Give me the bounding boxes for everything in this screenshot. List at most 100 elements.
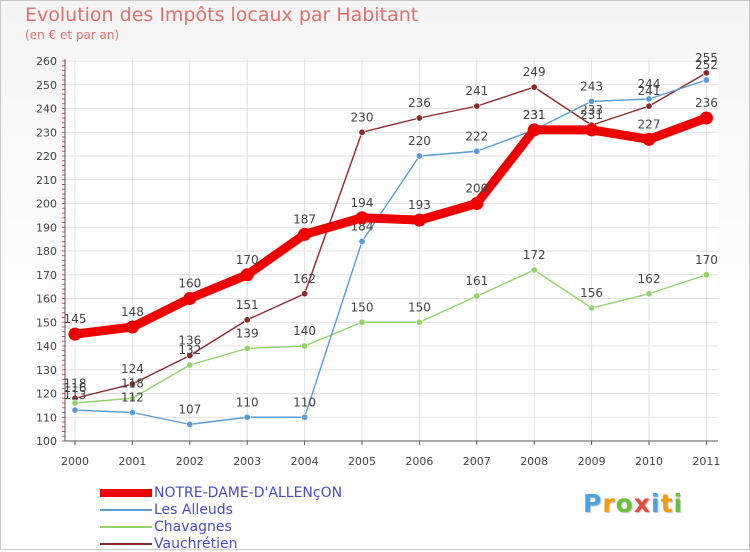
x-tick-label: 2002 xyxy=(176,455,204,468)
data-label: 140 xyxy=(293,324,316,338)
data-label: 193 xyxy=(408,198,431,212)
y-tick-label: 170 xyxy=(36,269,57,282)
data-point xyxy=(301,290,309,298)
data-label: 244 xyxy=(638,77,661,91)
chart-subtitle: (en € et par an) xyxy=(25,28,120,42)
series-line xyxy=(74,79,708,426)
y-tick-label: 210 xyxy=(36,174,57,187)
legend-label: Vauchrétien xyxy=(154,535,238,552)
data-point xyxy=(415,114,423,122)
data-point xyxy=(585,123,599,137)
data-label: 162 xyxy=(638,272,661,286)
data-label: 233 xyxy=(580,103,603,117)
data-label: 148 xyxy=(121,305,144,319)
legend: NOTRE-DAME-D'ALLENçON Les Alleuds Chavagne… xyxy=(100,484,342,552)
data-label: 170 xyxy=(695,253,718,267)
data-label: 222 xyxy=(465,129,488,143)
x-tick-label: 2000 xyxy=(61,455,89,468)
chart-title: Evolution des Impôts locaux par Habitant xyxy=(25,4,419,26)
data-label: 220 xyxy=(408,134,431,148)
data-label: 161 xyxy=(465,274,488,288)
data-point xyxy=(699,111,713,125)
data-label: 113 xyxy=(64,388,87,402)
data-label: 150 xyxy=(408,300,431,314)
data-point xyxy=(588,304,596,312)
legend-item: Chavagnes xyxy=(100,518,342,535)
legend-label: Chavagnes xyxy=(154,518,232,535)
data-point xyxy=(358,128,366,136)
data-point xyxy=(128,380,136,388)
data-point xyxy=(298,227,312,241)
legend-item: NOTRE-DAME-D'ALLENçON xyxy=(100,484,342,501)
data-label: 231 xyxy=(580,108,603,122)
data-label: 150 xyxy=(351,300,374,314)
data-label: 194 xyxy=(351,196,374,210)
data-point xyxy=(243,316,251,324)
legend-label: Les Alleuds xyxy=(154,501,233,518)
data-label: 241 xyxy=(465,84,488,98)
y-tick-label: 250 xyxy=(36,79,57,92)
y-tick-label: 200 xyxy=(36,198,57,211)
data-point xyxy=(702,76,710,84)
data-point xyxy=(645,95,653,103)
data-label: 145 xyxy=(64,312,87,326)
data-label: 116 xyxy=(64,381,87,395)
data-point xyxy=(473,292,481,300)
data-label: 241 xyxy=(638,84,661,98)
data-point xyxy=(183,292,197,305)
data-label: 107 xyxy=(178,402,201,416)
data-label: 136 xyxy=(178,334,201,348)
data-point xyxy=(530,83,538,91)
y-tick-label: 120 xyxy=(36,388,57,401)
y-tick-label: 160 xyxy=(36,293,57,306)
data-label: 118 xyxy=(64,376,87,390)
data-point xyxy=(415,318,423,326)
x-tick-label: 2006 xyxy=(405,455,433,468)
data-label: 236 xyxy=(695,96,718,110)
data-point xyxy=(473,147,481,155)
proxiti-logo: Proxiti xyxy=(583,489,683,518)
data-label: 227 xyxy=(638,117,661,131)
data-label: 132 xyxy=(178,343,201,357)
data-point xyxy=(240,268,254,282)
y-tick-label: 260 xyxy=(36,55,57,68)
x-tick-label: 2007 xyxy=(463,455,491,468)
y-tick-label: 110 xyxy=(36,411,57,424)
data-label: 118 xyxy=(121,376,144,390)
data-label: 231 xyxy=(523,108,546,122)
series-line xyxy=(74,72,708,399)
x-tick-label: 2011 xyxy=(692,455,720,468)
data-point xyxy=(645,102,653,110)
data-point xyxy=(412,213,426,227)
data-label: 110 xyxy=(293,395,316,409)
y-tick-label: 180 xyxy=(36,245,57,258)
data-label: 172 xyxy=(523,248,546,262)
legend-item: Vauchrétien xyxy=(100,535,342,552)
data-label: 162 xyxy=(293,272,316,286)
data-label: 255 xyxy=(695,51,718,65)
data-label: 187 xyxy=(293,212,316,226)
x-tick-label: 2001 xyxy=(118,455,146,468)
data-point xyxy=(355,211,369,225)
data-label: 230 xyxy=(351,110,374,124)
data-label: 156 xyxy=(580,286,603,300)
data-label: 112 xyxy=(121,391,144,405)
y-tick-label: 150 xyxy=(36,316,57,329)
data-point xyxy=(186,420,194,428)
data-label: 124 xyxy=(121,362,144,376)
data-label: 249 xyxy=(523,65,546,79)
data-label: 139 xyxy=(236,326,259,340)
x-tick-label: 2003 xyxy=(233,455,261,468)
legend-item: Les Alleuds xyxy=(100,501,342,518)
data-point xyxy=(473,102,481,110)
data-label: 231 xyxy=(523,108,546,122)
x-tick-label: 2004 xyxy=(291,455,319,468)
data-point xyxy=(243,344,251,352)
data-label: 200 xyxy=(465,182,488,196)
data-point xyxy=(125,320,139,334)
x-tick-label: 2009 xyxy=(578,455,606,468)
data-point xyxy=(186,351,194,359)
data-point xyxy=(702,69,710,77)
y-tick-label: 220 xyxy=(36,150,57,163)
